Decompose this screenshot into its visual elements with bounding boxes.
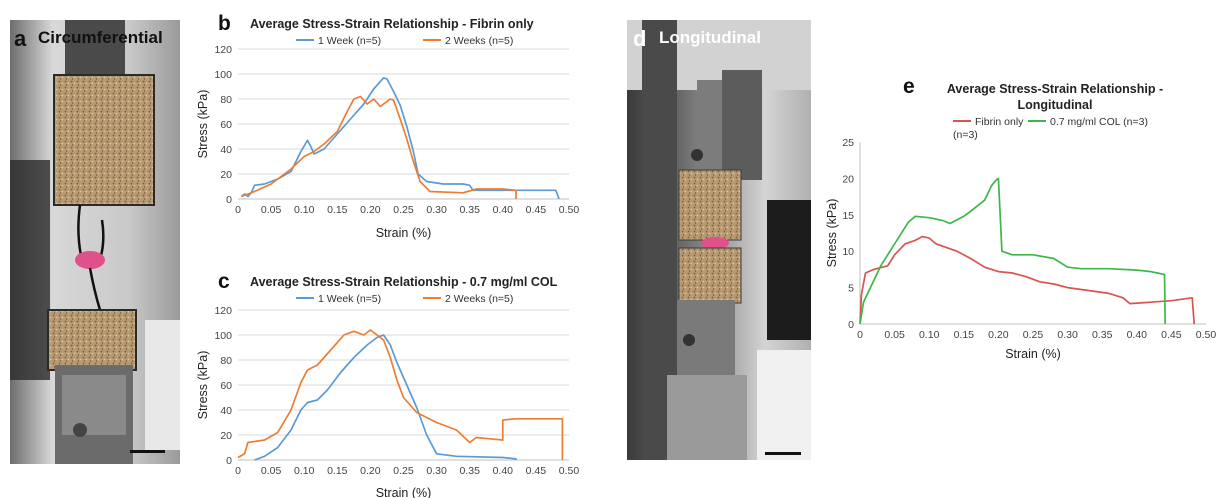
x-tick-label-e-3: 0.15 xyxy=(954,329,975,341)
x-tick-label-b-1: 0.05 xyxy=(261,204,282,216)
x-tick-label-b-6: 0.30 xyxy=(426,204,447,216)
x-tick-label-c-9: 0.45 xyxy=(526,465,547,477)
x-tick-label-c-1: 0.05 xyxy=(261,465,282,477)
x-tick-label-e-7: 0.35 xyxy=(1092,329,1113,341)
y-tick-label-b-1: 20 xyxy=(220,169,232,181)
legend-label-c-1: 2 Weeks (n=5) xyxy=(445,293,513,305)
x-tick-label-b-4: 0.20 xyxy=(360,204,381,216)
legend-label-e-1: 0.7 mg/ml COL (n=3) xyxy=(1050,116,1148,128)
legend-label-c-0: 1 Week (n=5) xyxy=(318,293,381,305)
y-axis-label-b: Stress (kPa) xyxy=(196,90,210,159)
x-tick-label-b-9: 0.45 xyxy=(526,204,547,216)
series-line-b-1 xyxy=(240,95,517,199)
x-tick-label-e-1: 0.05 xyxy=(884,329,905,341)
chart-b: b Average Stress-Strain Relationship - Fi… xyxy=(196,12,579,240)
x-tick-label-b-10: 0.50 xyxy=(559,204,580,216)
x-tick-label-b-5: 0.25 xyxy=(393,204,414,216)
y-tick-label-e-3: 15 xyxy=(842,210,854,222)
x-tick-label-e-8: 0.40 xyxy=(1127,329,1148,341)
series-line-c-1 xyxy=(237,329,564,460)
x-tick-label-e-10: 0.50 xyxy=(1196,329,1217,341)
panel-letter-a: a xyxy=(14,26,27,51)
x-tick-label-e-6: 0.30 xyxy=(1057,329,1078,341)
legend-label-b-0: 1 Week (n=5) xyxy=(318,35,381,47)
chart-title-b: Average Stress-Strain Relationship - Fib… xyxy=(250,17,534,31)
x-tick-label-c-3: 0.15 xyxy=(327,465,348,477)
x-tick-label-c-2: 0.10 xyxy=(294,465,315,477)
y-tick-label-c-5: 100 xyxy=(214,330,232,342)
y-axis-label-e: Stress (kPa) xyxy=(825,199,839,268)
y-tick-label-c-3: 60 xyxy=(220,380,232,392)
x-axis-label-e: Strain (%) xyxy=(1005,347,1061,361)
y-tick-label-e-1: 5 xyxy=(848,283,854,295)
y-tick-label-b-5: 100 xyxy=(214,69,232,81)
chart-e: e Average Stress-Strain Relationship - Lon… xyxy=(825,75,1216,361)
x-axis-label-b: Strain (%) xyxy=(376,226,432,240)
panel-letter-e: e xyxy=(903,75,915,98)
y-axis-label-c: Stress (kPa) xyxy=(196,351,210,420)
panel-title-d: Longitudinal xyxy=(659,28,761,47)
y-tick-label-e-4: 20 xyxy=(842,173,854,185)
x-tick-label-c-6: 0.30 xyxy=(426,465,447,477)
chart-title-e-line-1: Longitudinal xyxy=(1018,98,1093,112)
y-tick-label-c-4: 80 xyxy=(220,355,232,367)
series-line-e-0 xyxy=(859,235,1196,325)
x-tick-label-b-2: 0.10 xyxy=(294,204,315,216)
legend-label-e-0-1: (n=3) xyxy=(953,129,978,141)
y-tick-label-b-2: 40 xyxy=(220,144,232,156)
y-tick-label-c-0: 0 xyxy=(226,455,232,467)
y-tick-label-e-2: 10 xyxy=(842,246,854,258)
chart-title-c: Average Stress-Strain Relationship - 0.7… xyxy=(250,275,558,289)
x-tick-label-e-9: 0.45 xyxy=(1161,329,1182,341)
x-tick-label-b-3: 0.15 xyxy=(327,204,348,216)
panel-title-a: Circumferential xyxy=(38,28,163,47)
photo-longitudinal: d Longitudinal xyxy=(627,20,811,460)
legend-label-e-0-0: Fibrin only xyxy=(975,116,1024,128)
photo-longitudinal-drawing xyxy=(627,20,811,460)
y-tick-label-e-0: 0 xyxy=(848,319,854,331)
legend-label-b-1: 2 Weeks (n=5) xyxy=(445,35,513,47)
chart-title-e-line-0: Average Stress-Strain Relationship - xyxy=(947,82,1163,96)
series-line-b-0 xyxy=(240,76,560,200)
y-tick-label-b-4: 80 xyxy=(220,94,232,106)
x-tick-label-e-4: 0.20 xyxy=(988,329,1009,341)
x-tick-label-b-8: 0.40 xyxy=(493,204,514,216)
y-tick-label-c-2: 40 xyxy=(220,405,232,417)
y-tick-label-b-6: 120 xyxy=(214,44,232,56)
x-axis-label-c: Strain (%) xyxy=(376,486,432,498)
panel-letter-d: d xyxy=(633,26,647,51)
x-tick-label-e-2: 0.10 xyxy=(919,329,940,341)
panel-letter-b: b xyxy=(218,12,231,35)
y-tick-label-c-1: 20 xyxy=(220,430,232,442)
x-tick-label-c-10: 0.50 xyxy=(559,465,580,477)
series-line-e-1 xyxy=(859,177,1167,325)
chart-c: c Average Stress-Strain Relationship - 0.… xyxy=(196,270,579,498)
photo-circumferential-drawing xyxy=(10,20,180,464)
y-tick-label-b-0: 0 xyxy=(226,194,232,206)
photo-circumferential: a Circumferential xyxy=(10,20,180,464)
y-tick-label-e-5: 25 xyxy=(842,137,854,149)
x-tick-label-c-4: 0.20 xyxy=(360,465,381,477)
x-tick-label-b-7: 0.35 xyxy=(459,204,480,216)
x-tick-label-c-7: 0.35 xyxy=(459,465,480,477)
x-tick-label-e-5: 0.25 xyxy=(1023,329,1044,341)
y-tick-label-b-3: 60 xyxy=(220,119,232,131)
x-tick-label-c-8: 0.40 xyxy=(493,465,514,477)
x-tick-label-e-0: 0 xyxy=(857,329,863,341)
y-tick-label-c-6: 120 xyxy=(214,305,232,317)
x-tick-label-b-0: 0 xyxy=(235,204,241,216)
panel-letter-c: c xyxy=(218,270,230,293)
series-line-c-0 xyxy=(254,334,517,461)
x-tick-label-c-5: 0.25 xyxy=(393,465,414,477)
x-tick-label-c-0: 0 xyxy=(235,465,241,477)
